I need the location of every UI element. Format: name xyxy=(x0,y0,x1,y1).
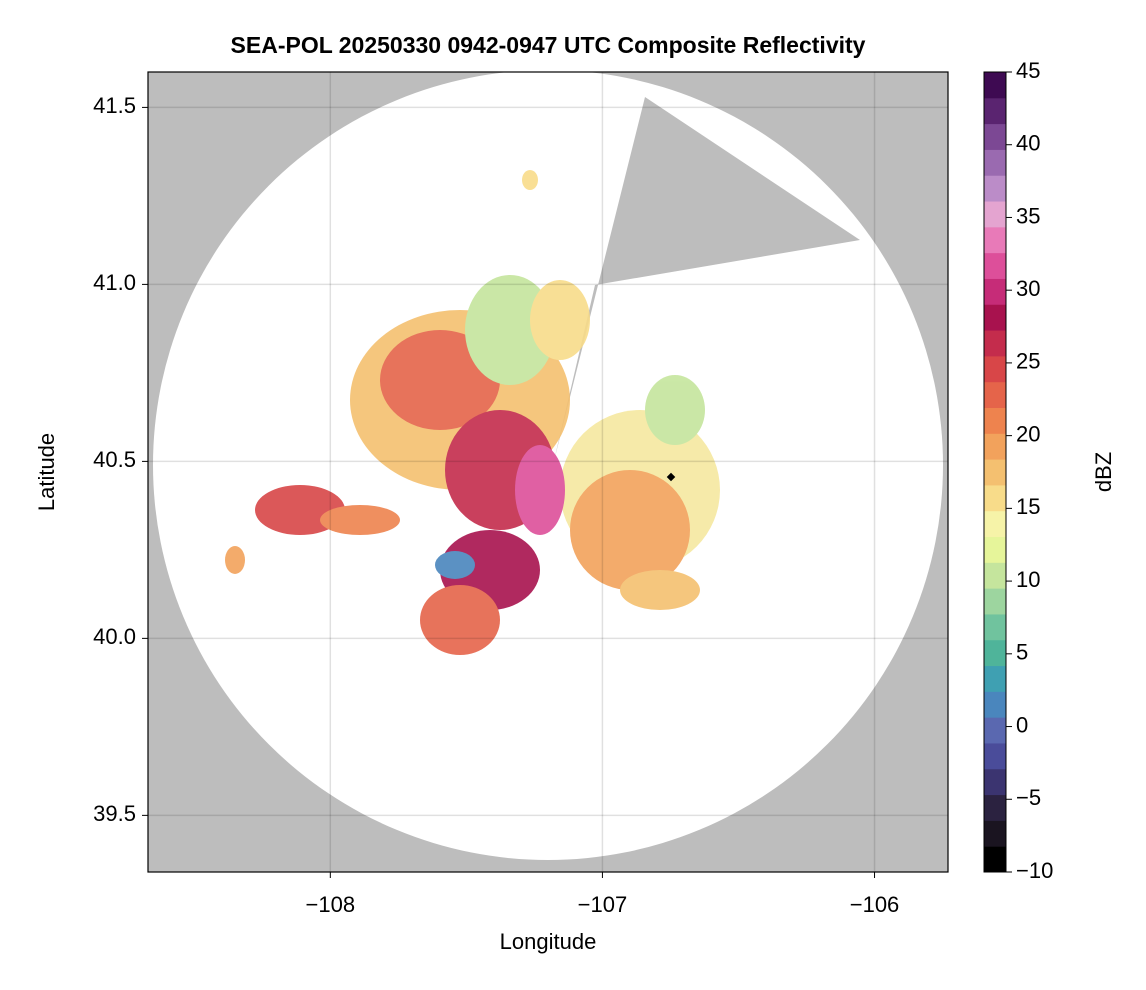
colorbar-segment xyxy=(984,433,1006,460)
colorbar-segment xyxy=(984,304,1006,331)
colorbar-segment xyxy=(984,794,1006,821)
colorbar-segment xyxy=(984,330,1006,357)
colorbar-segment xyxy=(984,226,1006,254)
colorbar-tick-label: 15 xyxy=(1016,494,1040,519)
colorbar-segment xyxy=(984,278,1006,305)
colorbar-segment xyxy=(984,665,1006,692)
colorbar-segment xyxy=(984,717,1006,744)
colorbar-segment xyxy=(984,459,1006,486)
x-axis-label: Longitude xyxy=(500,929,597,954)
x-tick-label: −108 xyxy=(306,892,356,917)
colorbar-tick-label: 30 xyxy=(1016,276,1040,301)
colorbar-segment xyxy=(984,742,1006,770)
colorbar-segment xyxy=(984,562,1006,589)
colorbar-tick-label: −10 xyxy=(1016,858,1053,883)
colorbar-tick-label: 0 xyxy=(1016,712,1028,737)
marker xyxy=(666,472,676,482)
echoes xyxy=(225,170,720,655)
colorbar-tick-label: 5 xyxy=(1016,640,1028,665)
colorbar-segment xyxy=(984,484,1006,512)
colorbar-frame xyxy=(983,71,1007,873)
colorbar-tick-label: 20 xyxy=(1016,421,1040,446)
colorbar-segment xyxy=(984,355,1006,383)
colorbar-segment xyxy=(984,72,1006,99)
colorbar-segment xyxy=(984,149,1006,176)
colorbar-segment xyxy=(984,846,1006,873)
colorbar-segment xyxy=(984,768,1006,796)
colorbar-tick-label: −5 xyxy=(1016,785,1041,810)
blocked-sector xyxy=(553,97,860,465)
y-tick-label: 40.5 xyxy=(93,447,136,472)
colorbar-segment xyxy=(984,820,1006,847)
y-tick-label: 40.0 xyxy=(93,624,136,649)
plot-area xyxy=(148,72,948,872)
colorbar-segment xyxy=(984,97,1006,125)
plot-frame xyxy=(147,71,949,873)
colorbar-segment xyxy=(984,175,1006,202)
colorbar-segment xyxy=(984,510,1006,538)
colorbar-segment xyxy=(984,252,1006,279)
colorbar-segment xyxy=(984,407,1006,434)
y-axis-label: Latitude xyxy=(34,433,59,511)
x-tick-label: −106 xyxy=(850,892,900,917)
colorbar-tick-label: 35 xyxy=(1016,203,1040,228)
colorbar-segment xyxy=(984,639,1006,667)
colorbar-segment xyxy=(984,588,1006,615)
colorbar-tick-label: 45 xyxy=(1016,58,1040,83)
x-tick-label: −107 xyxy=(578,892,628,917)
colorbar-segment xyxy=(984,201,1006,228)
colorbar-segment xyxy=(984,613,1006,641)
colorbar-segment xyxy=(984,536,1006,563)
colorbar-segment xyxy=(984,691,1006,718)
colorbar-tick-label: 10 xyxy=(1016,567,1040,592)
y-tick-label: 41.0 xyxy=(93,270,136,295)
colorbar-segment xyxy=(984,123,1006,150)
colorbar-segment xyxy=(984,381,1006,408)
colorbar-tick-label: 25 xyxy=(1016,349,1040,374)
chart-title: SEA-POL 20250330 0942-0947 UTC Composite… xyxy=(231,32,866,58)
colorbar-label: dBZ xyxy=(1091,452,1116,492)
colorbar-tick-label: 40 xyxy=(1016,131,1040,156)
y-tick-label: 41.5 xyxy=(93,93,136,118)
y-tick-label: 39.5 xyxy=(93,801,136,826)
